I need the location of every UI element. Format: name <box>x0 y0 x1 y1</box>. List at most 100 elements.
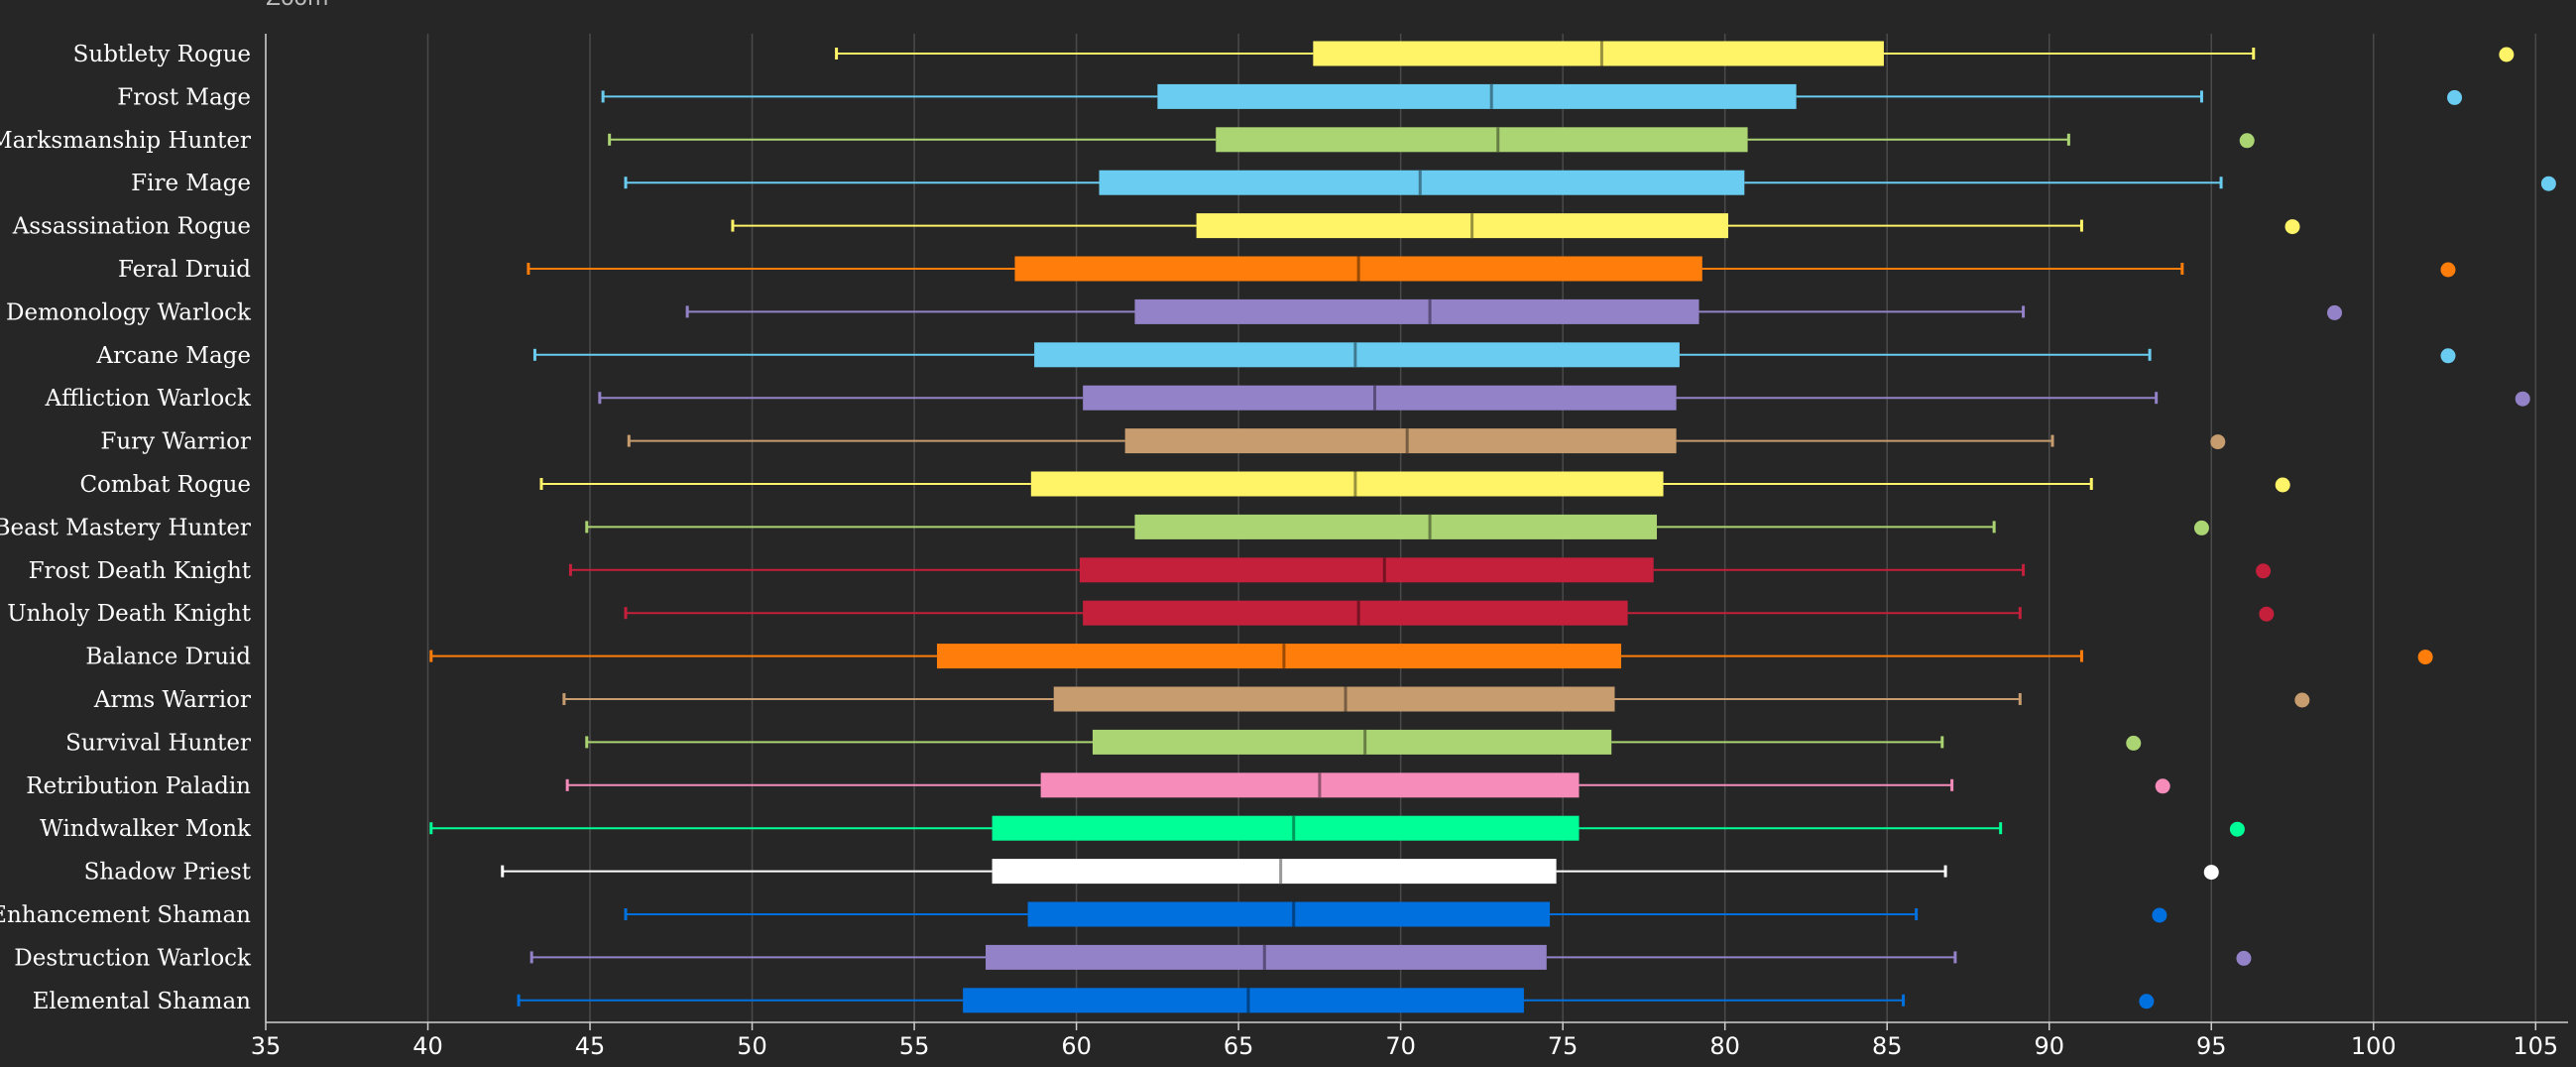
box-row[interactable] <box>539 471 2093 497</box>
outlier-point[interactable] <box>2239 133 2255 149</box>
iqr-box[interactable] <box>1099 170 1745 195</box>
category-label: Enhancement Shaman <box>0 902 251 928</box>
grid-lines <box>265 34 2537 1022</box>
box-row[interactable] <box>585 729 1944 755</box>
outlier-point[interactable] <box>2515 391 2530 407</box>
box-row[interactable] <box>598 385 2159 411</box>
outlier-point[interactable] <box>2284 219 2300 235</box>
zoom-label[interactable]: Zoom <box>266 0 328 11</box>
box-row[interactable] <box>685 298 2026 324</box>
category-label: Fury Warrior <box>100 429 251 455</box>
iqr-box[interactable] <box>1030 471 1664 497</box>
outlier-point[interactable] <box>2152 907 2167 923</box>
box-row[interactable] <box>601 83 2203 109</box>
iqr-box[interactable] <box>1083 385 1677 411</box>
box-row[interactable] <box>608 127 2070 153</box>
iqr-box[interactable] <box>1134 514 1658 539</box>
outlier-points <box>2126 47 2556 1009</box>
category-label: Survival Hunter <box>65 730 251 756</box>
iqr-box[interactable] <box>1079 557 1654 583</box>
iqr-box[interactable] <box>1313 41 1884 66</box>
iqr-box[interactable] <box>1027 901 1551 927</box>
box-row[interactable] <box>517 988 1906 1013</box>
category-label: Beast Mastery Hunter <box>0 515 251 540</box>
category-label: Frost Death Knight <box>29 558 252 584</box>
x-tick-label: 35 <box>251 1032 282 1060</box>
category-label: Feral Druid <box>118 257 251 283</box>
category-label: Fire Mage <box>131 171 251 196</box>
iqr-box[interactable] <box>1040 772 1580 798</box>
box-row[interactable] <box>501 859 1947 885</box>
outlier-point[interactable] <box>2259 606 2275 622</box>
box-row[interactable] <box>429 644 2083 669</box>
boxplot-series <box>429 41 2256 1013</box>
outlier-point[interactable] <box>2139 994 2155 1009</box>
iqr-box[interactable] <box>992 815 1580 841</box>
x-tick-label: 45 <box>575 1032 606 1060</box>
category-label: Destruction Warlock <box>14 945 252 971</box>
category-label: Retribution Paladin <box>26 773 251 799</box>
outlier-point[interactable] <box>2126 735 2142 751</box>
category-label: Arcane Mage <box>95 343 251 369</box>
outlier-point[interactable] <box>2417 650 2433 665</box>
box-row[interactable] <box>529 944 1957 970</box>
category-label: Marksmanship Hunter <box>0 128 251 154</box>
outlier-point[interactable] <box>2447 89 2463 105</box>
outlier-point[interactable] <box>2203 865 2219 881</box>
x-tick-label: 70 <box>1385 1032 1416 1060</box>
outlier-point[interactable] <box>2440 348 2456 364</box>
iqr-box[interactable] <box>1196 213 1728 239</box>
box-row[interactable] <box>532 342 2152 368</box>
category-label: Windwalker Monk <box>40 816 252 842</box>
outlier-point[interactable] <box>2210 434 2226 450</box>
outlier-point[interactable] <box>2256 563 2272 579</box>
x-tick-label: 60 <box>1061 1032 1092 1060</box>
outlier-point[interactable] <box>2440 262 2456 278</box>
iqr-box[interactable] <box>986 944 1547 970</box>
outlier-point[interactable] <box>2275 477 2290 493</box>
box-row[interactable] <box>624 600 2022 626</box>
x-tick-label: 85 <box>1872 1032 1903 1060</box>
iqr-box[interactable] <box>992 859 1557 885</box>
box-row[interactable] <box>565 772 1954 798</box>
x-tick-label: 75 <box>1548 1032 1579 1060</box>
box-row[interactable] <box>527 256 2184 282</box>
box-row[interactable] <box>562 686 2022 712</box>
box-row[interactable] <box>429 815 2003 841</box>
x-tick-label: 65 <box>1224 1032 1254 1060</box>
iqr-box[interactable] <box>1134 298 1699 324</box>
x-tick-label: 105 <box>2513 1032 2558 1060</box>
box-row[interactable] <box>835 41 2256 66</box>
box-row[interactable] <box>568 557 2026 583</box>
box-row[interactable] <box>585 514 1996 539</box>
category-label: Balance Druid <box>85 645 251 670</box>
category-label: Unholy Death Knight <box>7 601 252 627</box>
iqr-box[interactable] <box>1216 127 1748 153</box>
iqr-box[interactable] <box>1092 729 1612 755</box>
outlier-point[interactable] <box>2193 520 2209 535</box>
outlier-point[interactable] <box>2540 176 2556 191</box>
outlier-point[interactable] <box>2155 778 2170 794</box>
category-label: Combat Rogue <box>79 472 251 498</box>
x-tick-label: 50 <box>737 1032 767 1060</box>
iqr-box[interactable] <box>1053 686 1615 712</box>
outlier-point[interactable] <box>2499 47 2515 62</box>
outlier-point[interactable] <box>2229 821 2245 837</box>
iqr-box[interactable] <box>963 988 1524 1013</box>
outlier-point[interactable] <box>2327 304 2343 320</box>
x-tick-label: 100 <box>2351 1032 2397 1060</box>
category-labels: Subtlety Rogue Frost Mage Marksmanship Hun… <box>0 42 252 1014</box>
box-row[interactable] <box>624 170 2223 195</box>
box-row[interactable] <box>624 901 1919 927</box>
iqr-box[interactable] <box>1157 83 1797 109</box>
outlier-point[interactable] <box>2236 950 2252 966</box>
iqr-box[interactable] <box>1083 600 1628 626</box>
iqr-box[interactable] <box>936 644 1622 669</box>
x-tick-label: 95 <box>2196 1032 2227 1060</box>
box-row[interactable] <box>627 428 2054 454</box>
outlier-point[interactable] <box>2294 692 2310 708</box>
iqr-box[interactable] <box>1034 342 1680 368</box>
box-row[interactable] <box>731 213 2083 239</box>
iqr-box[interactable] <box>1124 428 1677 454</box>
